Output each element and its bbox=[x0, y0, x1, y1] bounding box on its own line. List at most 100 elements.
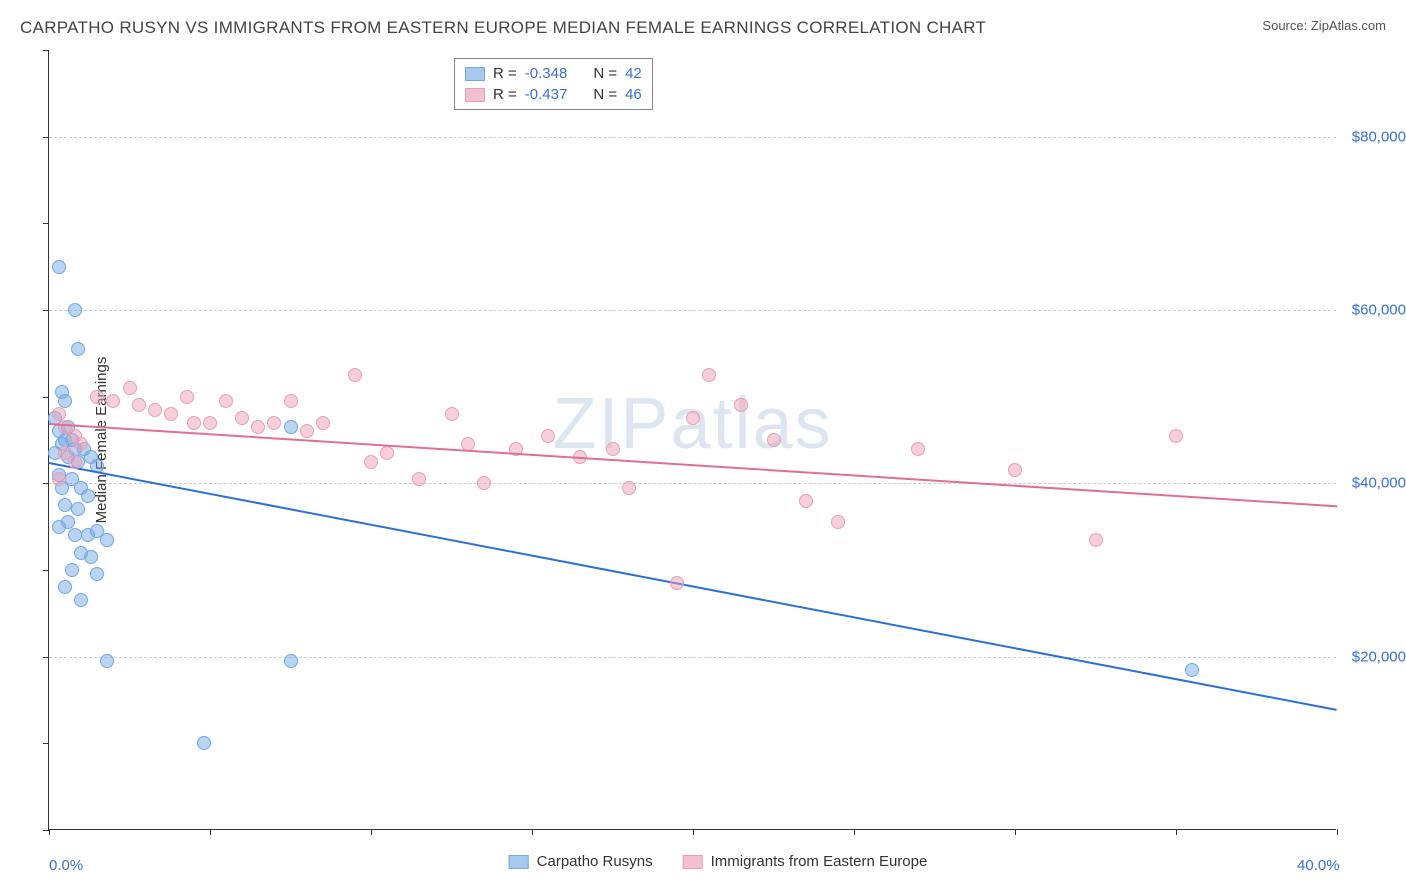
scatter-point bbox=[622, 481, 636, 495]
scatter-point bbox=[412, 472, 426, 486]
scatter-point bbox=[606, 442, 620, 456]
legend-swatch bbox=[465, 67, 485, 81]
trend-line bbox=[49, 462, 1337, 711]
y-tick bbox=[43, 50, 49, 51]
scatter-point bbox=[831, 515, 845, 529]
plot-area: ZIPatlas R =-0.348N =42R =-0.437N =46 $2… bbox=[48, 50, 1336, 830]
scatter-point bbox=[267, 416, 281, 430]
scatter-point bbox=[68, 303, 82, 317]
x-axis-label: 40.0% bbox=[1297, 857, 1340, 874]
stats-row: R = -0.437 N = 46 bbox=[465, 84, 642, 105]
scatter-point bbox=[187, 416, 201, 430]
y-tick bbox=[43, 657, 49, 658]
r-value: -0.348 bbox=[525, 65, 568, 82]
n-label: N = bbox=[593, 65, 617, 82]
x-tick bbox=[854, 829, 855, 835]
scatter-point bbox=[68, 455, 82, 469]
x-tick bbox=[371, 829, 372, 835]
scatter-point bbox=[767, 433, 781, 447]
x-tick bbox=[210, 829, 211, 835]
scatter-point bbox=[734, 398, 748, 412]
scatter-point bbox=[364, 455, 378, 469]
chart-container: Median Female Earnings ZIPatlas R =-0.34… bbox=[48, 50, 1388, 830]
scatter-point bbox=[300, 424, 314, 438]
legend-label: Immigrants from Eastern Europe bbox=[711, 853, 928, 870]
source-label: Source: ZipAtlas.com bbox=[1262, 18, 1386, 33]
y-tick-label: $80,000 bbox=[1352, 128, 1406, 145]
r-label: R = bbox=[493, 86, 517, 103]
scatter-point bbox=[219, 394, 233, 408]
scatter-point bbox=[445, 407, 459, 421]
legend-swatch bbox=[683, 855, 703, 869]
legend-item: Carpatho Rusyns bbox=[509, 853, 653, 870]
x-tick bbox=[1337, 829, 1338, 835]
x-tick bbox=[1176, 829, 1177, 835]
n-value: 46 bbox=[625, 86, 642, 103]
scatter-point bbox=[197, 736, 211, 750]
scatter-point bbox=[84, 550, 98, 564]
y-tick-label: $40,000 bbox=[1352, 475, 1406, 492]
scatter-point bbox=[284, 420, 298, 434]
y-tick bbox=[43, 570, 49, 571]
legend-swatch bbox=[465, 88, 485, 102]
scatter-point bbox=[52, 260, 66, 274]
scatter-point bbox=[284, 394, 298, 408]
scatter-point bbox=[52, 520, 66, 534]
scatter-point bbox=[799, 494, 813, 508]
scatter-point bbox=[74, 593, 88, 607]
y-tick bbox=[43, 830, 49, 831]
scatter-point bbox=[132, 398, 146, 412]
scatter-point bbox=[164, 407, 178, 421]
y-tick bbox=[43, 223, 49, 224]
r-value: -0.437 bbox=[525, 86, 568, 103]
scatter-point bbox=[1008, 463, 1022, 477]
n-label: N = bbox=[593, 86, 617, 103]
scatter-point bbox=[71, 342, 85, 356]
x-tick bbox=[693, 829, 694, 835]
grid-line bbox=[49, 657, 1336, 658]
x-tick bbox=[49, 829, 50, 835]
scatter-point bbox=[284, 654, 298, 668]
scatter-point bbox=[90, 390, 104, 404]
scatter-point bbox=[148, 403, 162, 417]
scatter-point bbox=[123, 381, 137, 395]
scatter-point bbox=[90, 567, 104, 581]
scatter-point bbox=[251, 420, 265, 434]
scatter-point bbox=[1185, 663, 1199, 677]
scatter-point bbox=[58, 580, 72, 594]
scatter-point bbox=[670, 576, 684, 590]
scatter-point bbox=[71, 502, 85, 516]
scatter-point bbox=[100, 654, 114, 668]
scatter-point bbox=[541, 429, 555, 443]
scatter-point bbox=[81, 489, 95, 503]
x-tick bbox=[532, 829, 533, 835]
y-tick bbox=[43, 483, 49, 484]
y-tick bbox=[43, 137, 49, 138]
scatter-point bbox=[702, 368, 716, 382]
y-tick bbox=[43, 310, 49, 311]
trend-line bbox=[49, 423, 1337, 507]
y-tick bbox=[43, 397, 49, 398]
scatter-point bbox=[52, 472, 66, 486]
scatter-point bbox=[52, 407, 66, 421]
y-tick-label: $60,000 bbox=[1352, 302, 1406, 319]
scatter-point bbox=[348, 368, 362, 382]
stats-row: R =-0.348N =42 bbox=[465, 63, 642, 84]
scatter-point bbox=[477, 476, 491, 490]
scatter-point bbox=[380, 446, 394, 460]
scatter-point bbox=[316, 416, 330, 430]
x-axis-label: 0.0% bbox=[49, 857, 83, 874]
legend-label: Carpatho Rusyns bbox=[537, 853, 653, 870]
scatter-point bbox=[1169, 429, 1183, 443]
y-tick bbox=[43, 743, 49, 744]
x-tick bbox=[1015, 829, 1016, 835]
scatter-point bbox=[1089, 533, 1103, 547]
legend-item: Immigrants from Eastern Europe bbox=[683, 853, 928, 870]
bottom-legend: Carpatho Rusyns Immigrants from Eastern E… bbox=[509, 853, 928, 870]
scatter-point bbox=[106, 394, 120, 408]
grid-line bbox=[49, 483, 1336, 484]
scatter-point bbox=[235, 411, 249, 425]
r-label: R = bbox=[493, 65, 517, 82]
grid-line bbox=[49, 310, 1336, 311]
scatter-point bbox=[100, 533, 114, 547]
